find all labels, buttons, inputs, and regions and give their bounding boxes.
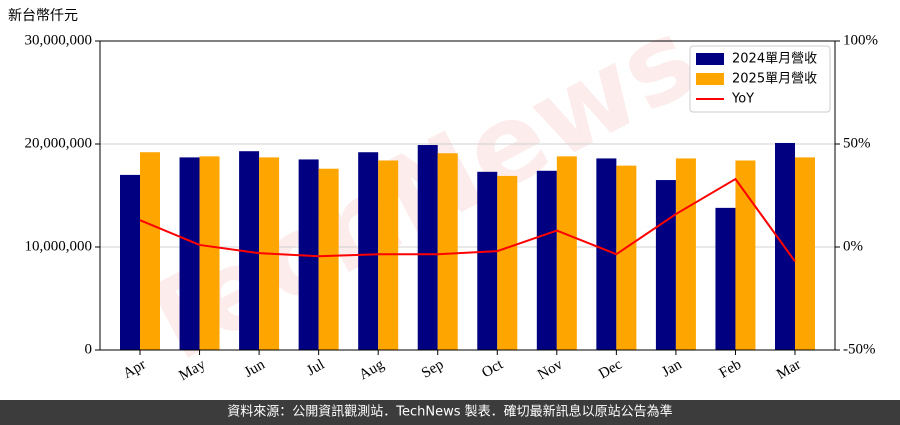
- bar: [655, 180, 676, 350]
- bar: [120, 174, 140, 350]
- bar: [437, 153, 458, 350]
- y-tick-label: 0: [85, 341, 93, 357]
- y-axis-label: 新台幣仟元: [8, 8, 78, 24]
- x-tick-label: Sep: [419, 357, 446, 382]
- y2-tick-label: -50%: [843, 341, 876, 357]
- bar: [318, 168, 339, 350]
- x-tick-label: Dec: [596, 356, 625, 382]
- x-tick-label: Oct: [479, 356, 506, 381]
- legend-label: YoY: [731, 92, 754, 107]
- y2-tick-label: 50%: [843, 135, 871, 151]
- plot-frame: [99, 40, 836, 351]
- legend-box: [689, 45, 831, 113]
- bar: [596, 158, 617, 350]
- legend-swatch: [696, 53, 724, 65]
- y-tick-label: 20,000,000: [25, 135, 93, 151]
- bar: [616, 165, 637, 350]
- bar: [536, 170, 557, 350]
- x-tick-label: Jun: [242, 356, 268, 381]
- x-tick-label: Mar: [774, 357, 804, 383]
- y-tick-label: 30,000,000: [25, 32, 93, 48]
- bar: [358, 152, 379, 350]
- legend-swatch: [696, 73, 724, 85]
- footer-bar: [0, 400, 900, 425]
- bar: [378, 160, 399, 350]
- bar: [140, 152, 160, 350]
- x-tick-label: Jul: [304, 357, 327, 380]
- legend-label: 2025單月營收: [732, 72, 817, 87]
- bar: [556, 156, 577, 350]
- footer-text: 資料來源：公開資訊觀測站．TechNews 製表．確切最新訊息以原站公告為準: [227, 404, 672, 420]
- bar: [675, 158, 696, 350]
- x-tick-label: Jan: [659, 356, 685, 380]
- bar: [417, 145, 438, 350]
- bar: [795, 157, 815, 350]
- bar: [497, 175, 518, 350]
- line: [139, 177, 796, 263]
- x-tick-label: Apr: [121, 357, 149, 383]
- y2-tick-label: 0%: [843, 238, 863, 254]
- x-tick-label: Feb: [717, 357, 744, 382]
- bar: [199, 156, 220, 350]
- legend-label: 2024單月營收: [732, 52, 817, 67]
- x-tick-label: Nov: [535, 356, 566, 383]
- bar: [715, 207, 736, 350]
- legend: 2024單月營收 2025單月營收 YoY: [689, 45, 831, 113]
- bar: [477, 171, 498, 350]
- y-tick-label: 10,000,000: [25, 238, 93, 254]
- bar: [239, 151, 260, 350]
- x-tick-label: Aug: [357, 356, 388, 383]
- bar: [735, 160, 756, 350]
- bar: [298, 159, 319, 350]
- y2-tick-label: 100%: [843, 32, 878, 48]
- bar: [179, 157, 200, 350]
